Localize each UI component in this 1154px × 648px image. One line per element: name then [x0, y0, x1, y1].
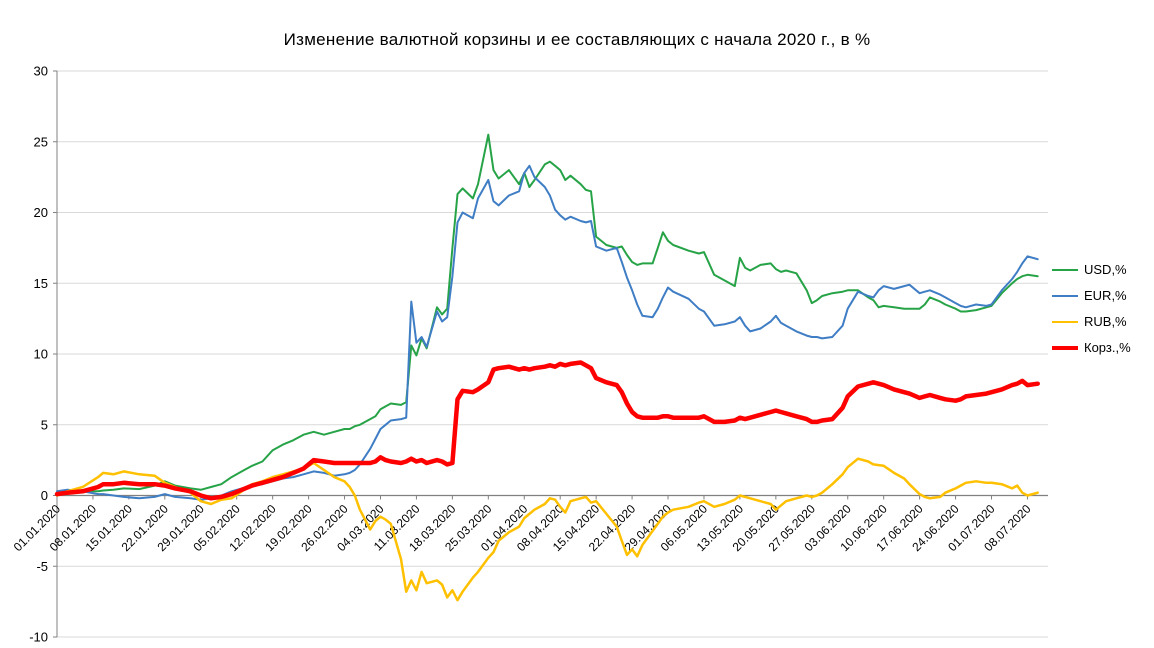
series-line-usd [56, 133, 1039, 497]
y-axis-label: 30 [34, 64, 48, 79]
legend-swatch-rub [1052, 320, 1078, 323]
legend-swatch-korz [1052, 345, 1078, 350]
y-axis-label: 5 [41, 417, 48, 432]
legend-item-usd: USD,% [1052, 262, 1131, 277]
series-line-eur [56, 164, 1039, 501]
legend-label-korz: Корз.,% [1084, 340, 1131, 355]
y-axis-label: 25 [34, 134, 48, 149]
legend-item-eur: EUR,% [1052, 288, 1131, 303]
legend: USD,% EUR,% RUB,% Корз.,% [1052, 262, 1131, 355]
y-axis-label: 10 [34, 347, 48, 362]
y-axis-label: -5 [36, 559, 48, 574]
legend-item-rub: RUB,% [1052, 314, 1131, 329]
y-axis-label: 15 [34, 276, 48, 291]
legend-swatch-usd [1052, 268, 1078, 271]
y-axis-label: -10 [29, 630, 48, 645]
legend-item-korz: Корз.,% [1052, 340, 1131, 355]
series-line-korz [54, 360, 1040, 501]
legend-swatch-eur [1052, 294, 1078, 297]
legend-label-rub: RUB,% [1084, 314, 1127, 329]
legend-label-eur: EUR,% [1084, 288, 1127, 303]
legend-label-usd: USD,% [1084, 262, 1127, 277]
chart-title: Изменение валютной корзины и ее составля… [283, 30, 871, 49]
y-axis-label: 0 [41, 488, 48, 503]
y-axis-label: 20 [34, 205, 48, 220]
